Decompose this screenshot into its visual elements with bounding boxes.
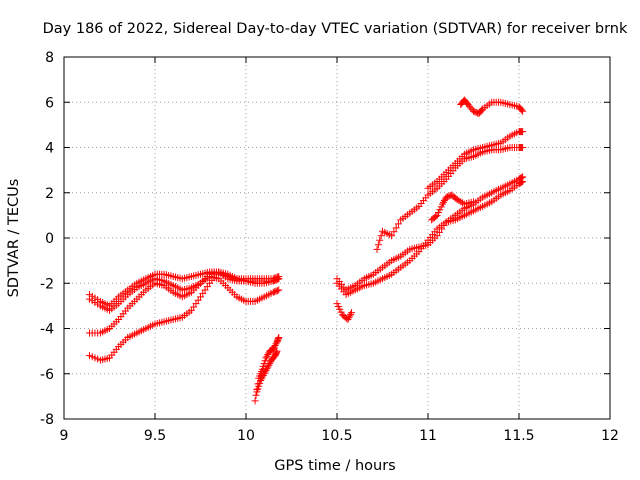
data-point (263, 352, 271, 360)
data-point (457, 198, 465, 206)
data-point (519, 107, 527, 115)
data-point (394, 220, 402, 228)
data-point (432, 213, 440, 221)
data-point (347, 310, 355, 318)
data-point (348, 309, 356, 317)
y-tick-label: -8 (40, 412, 54, 428)
data-point (519, 128, 527, 136)
data-point (264, 363, 272, 371)
data-point (260, 370, 268, 378)
x-tick-label: 10 (237, 428, 255, 444)
series-trace-f (253, 347, 281, 396)
data-point (346, 312, 354, 320)
x-tick-label: 10.5 (321, 428, 352, 444)
y-tick-label: -2 (40, 276, 54, 292)
data-point (251, 397, 259, 405)
data-point (263, 365, 271, 373)
data-point (275, 286, 283, 294)
data-point (273, 287, 281, 295)
x-axis-label: GPS time / hours (274, 458, 395, 474)
series-trace-k (424, 128, 527, 192)
y-tick-label: 8 (45, 50, 54, 66)
data-point (273, 275, 281, 283)
y-tick-label: 6 (45, 95, 54, 111)
data-point (518, 178, 526, 186)
y-tick-label: 2 (45, 186, 54, 202)
data-point (470, 198, 477, 206)
y-tick-label: 4 (45, 141, 54, 157)
axis-ticks: 9 9.5 10 10.5 11 11.5 12 -8 -6 -4 -2 0 2 4 6 8 (40, 50, 619, 444)
data-point (266, 360, 274, 368)
series-trace-h (333, 177, 527, 299)
data-point (374, 241, 382, 249)
data-point (345, 314, 353, 322)
series-trace-m (457, 96, 527, 118)
data-point (257, 375, 265, 383)
series-trace-j (373, 144, 527, 253)
data-point (519, 144, 527, 151)
x-tick-label: 9 (60, 428, 69, 444)
data-point (259, 371, 267, 379)
y-tick-label: 0 (45, 231, 54, 247)
data-point (258, 373, 266, 381)
data-point (459, 199, 467, 207)
y-axis-label: SDTVAR / TECUs (6, 179, 22, 298)
x-tick-label: 9.5 (144, 428, 166, 444)
data-point (271, 341, 279, 349)
data-point (262, 354, 270, 362)
data-point (265, 361, 273, 369)
data-point (439, 200, 447, 208)
series-trace-l (428, 191, 477, 224)
data-points (85, 96, 527, 405)
data-point (388, 232, 396, 240)
data-point (275, 275, 283, 283)
plot-frame (63, 56, 611, 420)
data-point (273, 347, 281, 355)
data-point (261, 368, 269, 376)
data-point (264, 351, 272, 359)
data-point (440, 197, 448, 205)
x-tick-label: 12 (601, 428, 619, 444)
y-tick-label: -6 (40, 367, 54, 383)
data-point (344, 315, 352, 323)
chart-title: Day 186 of 2022, Sidereal Day-to-day VTE… (43, 21, 628, 37)
data-point (392, 224, 400, 232)
data-point (373, 245, 381, 253)
series-trace-d (85, 268, 283, 364)
data-point (257, 377, 265, 385)
data-point (519, 177, 527, 185)
data-point (377, 232, 385, 240)
data-point (262, 366, 270, 374)
data-point (390, 228, 398, 236)
data-point (269, 345, 277, 353)
data-point (376, 236, 384, 244)
data-point (275, 334, 283, 342)
series-trace-b (85, 272, 283, 314)
series-trace-i (333, 300, 356, 323)
y-tick-label: -4 (40, 322, 54, 338)
data-point (518, 106, 526, 114)
x-tick-label: 11 (419, 428, 437, 444)
x-tick-label: 11.5 (503, 428, 534, 444)
data-point (439, 198, 447, 206)
data-point (453, 196, 461, 204)
data-point (517, 179, 525, 187)
data-point (252, 391, 260, 399)
data-point (455, 197, 463, 205)
data-point (270, 343, 278, 351)
